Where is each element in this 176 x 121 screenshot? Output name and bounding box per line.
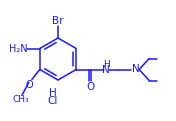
Text: H: H <box>103 60 110 69</box>
Text: O: O <box>25 80 33 91</box>
Text: Cl: Cl <box>48 96 58 106</box>
Text: O: O <box>86 82 94 92</box>
Text: Br: Br <box>52 16 64 26</box>
Text: H: H <box>49 88 57 98</box>
Text: H₂N: H₂N <box>8 44 27 53</box>
Text: CH₃: CH₃ <box>12 95 29 104</box>
Text: N: N <box>102 65 110 75</box>
Text: N: N <box>132 64 140 75</box>
